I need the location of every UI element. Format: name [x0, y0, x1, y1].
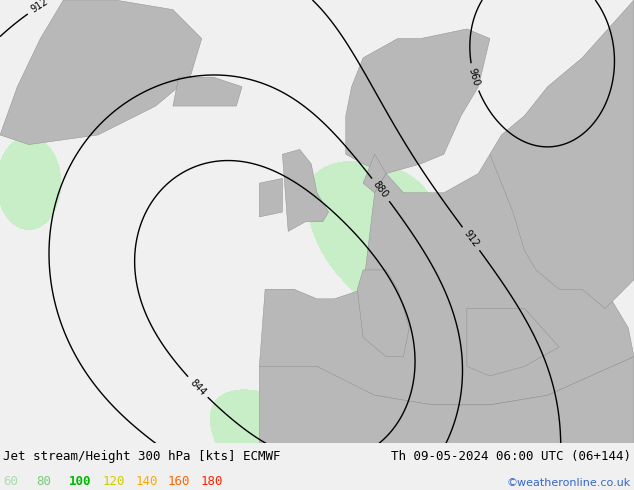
Polygon shape: [173, 77, 242, 106]
Text: 912: 912: [462, 228, 481, 249]
Text: 880: 880: [371, 179, 391, 200]
Polygon shape: [0, 0, 202, 145]
Polygon shape: [490, 0, 634, 309]
Text: 844: 844: [188, 377, 208, 397]
Text: ©weatheronline.co.uk: ©weatheronline.co.uk: [507, 478, 631, 488]
Text: Th 09-05-2024 06:00 UTC (06+144): Th 09-05-2024 06:00 UTC (06+144): [391, 450, 631, 464]
Text: 120: 120: [102, 475, 124, 488]
Text: 60: 60: [3, 475, 18, 488]
Text: Jet stream/Height 300 hPa [kts] ECMWF: Jet stream/Height 300 hPa [kts] ECMWF: [3, 450, 281, 464]
Polygon shape: [259, 178, 282, 217]
Polygon shape: [282, 149, 328, 231]
Polygon shape: [467, 309, 559, 376]
Polygon shape: [346, 29, 490, 173]
Polygon shape: [259, 357, 634, 443]
Polygon shape: [259, 135, 634, 405]
Text: 100: 100: [69, 475, 91, 488]
Polygon shape: [363, 154, 386, 193]
Text: 960: 960: [467, 67, 481, 87]
Text: 80: 80: [36, 475, 51, 488]
Text: 140: 140: [135, 475, 157, 488]
Text: 912: 912: [29, 0, 50, 15]
Text: 180: 180: [201, 475, 223, 488]
Text: 160: 160: [168, 475, 190, 488]
Polygon shape: [358, 270, 409, 357]
